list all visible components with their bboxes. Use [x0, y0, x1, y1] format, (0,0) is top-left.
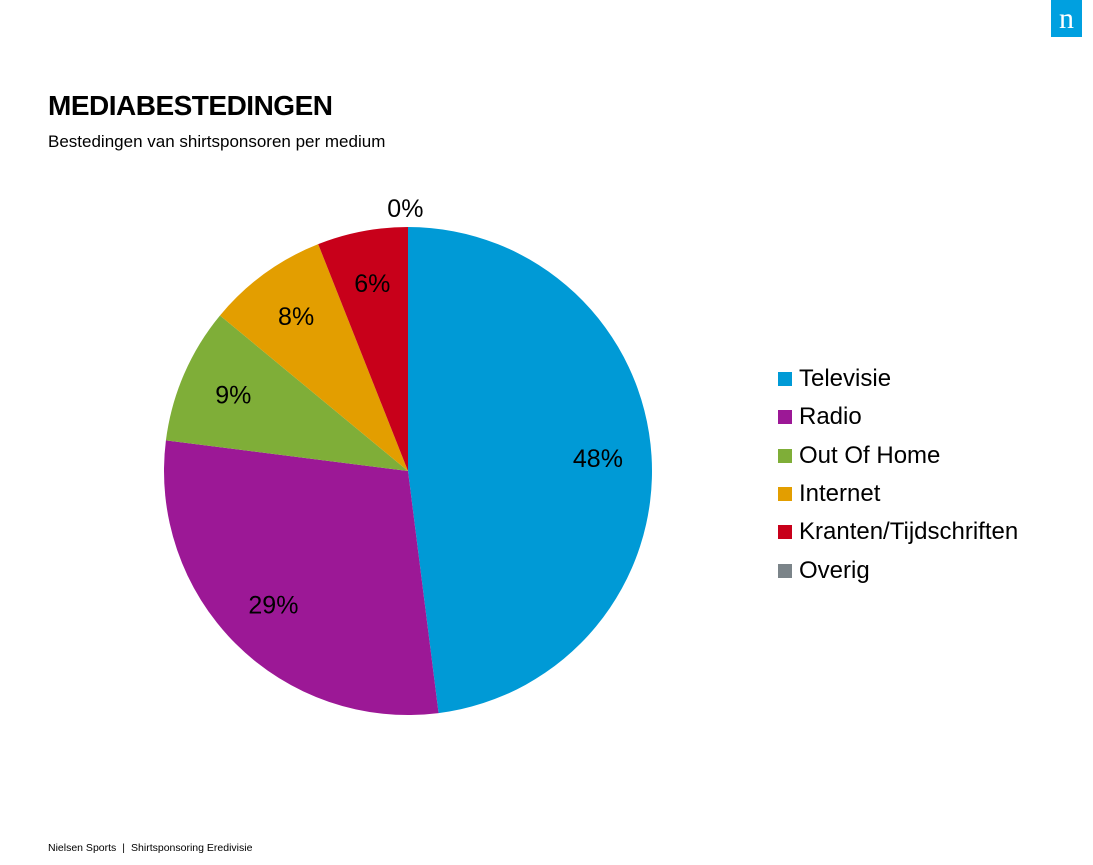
footer-source: Nielsen Sports: [48, 842, 117, 854]
legend-item-out-of-home: Out Of Home: [778, 437, 1018, 475]
nielsen-logo-text: n: [1059, 2, 1074, 35]
legend-item-internet: Internet: [778, 475, 1018, 513]
pie-slice-kranten-tijdschriften: [318, 227, 408, 471]
pie-slice-radio: [164, 440, 439, 715]
legend-swatch-kranten-tijdschriften: [778, 525, 792, 540]
legend-label-internet: Internet: [799, 480, 881, 508]
page-title: MEDIABESTEDINGEN: [48, 90, 333, 121]
data-label-radio: 29%: [248, 592, 298, 620]
legend-swatch-out-of-home: [778, 448, 792, 463]
chart-legend: Televisie Radio Out Of Home Internet Kranten…: [778, 360, 1018, 590]
legend-item-kranten-tijdschriften: Kranten/Tijdschriften: [778, 513, 1018, 551]
pie-slice-internet: [219, 244, 408, 471]
legend-label-overig: Overig: [799, 556, 870, 584]
data-label-out-of-home: 9%: [215, 381, 251, 409]
data-label-overig: 0%: [387, 195, 423, 223]
legend-item-televisie: Televisie: [778, 360, 1018, 398]
legend-label-televisie: Televisie: [799, 365, 892, 393]
legend-swatch-radio: [778, 410, 792, 425]
pie-labels: 48% 29% 9% 8% 6% 0%: [215, 195, 623, 620]
legend-item-overig: Overig: [778, 551, 1018, 589]
footer-report: Shirtsponsoring Eredivisie: [131, 842, 253, 854]
pie-slices: [164, 227, 652, 715]
pie-slice-televisie: [408, 227, 652, 714]
legend-label-kranten-tijdschriften: Kranten/Tijdschriften: [799, 518, 1019, 546]
legend-swatch-internet: [778, 487, 792, 502]
footer-separator: |: [122, 842, 126, 854]
legend-swatch-televisie: [778, 372, 792, 387]
footer: Nielsen Sports | Shirtsponsoring Eredivisi…: [48, 842, 252, 854]
nielsen-logo: n: [1051, 0, 1082, 37]
legend-label-out-of-home: Out Of Home: [799, 441, 941, 469]
legend-swatch-overig: [778, 563, 792, 578]
page-subtitle: Bestedingen van shirtsponsoren per mediu…: [48, 132, 386, 151]
data-label-kranten-tijdschriften: 6%: [354, 270, 390, 298]
legend-label-radio: Radio: [799, 403, 862, 431]
legend-item-radio: Radio: [778, 398, 1018, 436]
data-label-televisie: 48%: [573, 445, 623, 473]
data-label-internet: 8%: [278, 303, 314, 331]
pie-slice-out-of-home: [165, 315, 408, 471]
